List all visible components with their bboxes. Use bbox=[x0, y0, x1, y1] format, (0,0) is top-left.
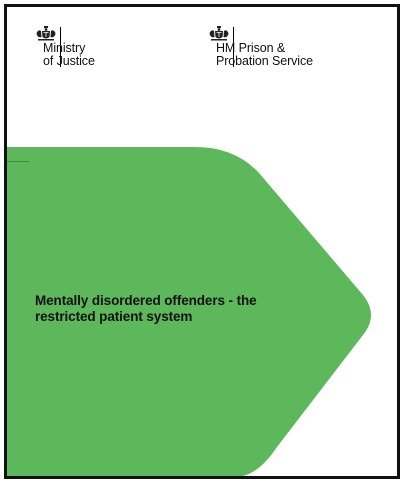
panel-edge-mark bbox=[7, 161, 29, 162]
royal-crest-icon bbox=[36, 26, 56, 41]
title-line-1: Mentally disordered offenders - the bbox=[35, 293, 257, 308]
moj-logo-text: Ministry of Justice bbox=[43, 42, 95, 68]
logo-divider bbox=[233, 27, 234, 67]
green-chevron-panel bbox=[7, 147, 371, 476]
logo-divider bbox=[60, 27, 61, 67]
moj-logo-mark bbox=[35, 25, 61, 67]
hmpps-line-1: HM Prison & bbox=[216, 41, 286, 55]
title-line-2: restricted patient system bbox=[35, 309, 193, 324]
moj-line-2: of Justice bbox=[43, 54, 95, 68]
moj-line-1: Ministry bbox=[43, 41, 86, 55]
hmpps-logo-text: HM Prison & Probation Service bbox=[216, 42, 313, 68]
document-cover: Ministry of Justice HM Prison & Probat bbox=[4, 4, 400, 479]
royal-crest-icon bbox=[209, 26, 229, 41]
hmpps-logo: HM Prison & Probation Service bbox=[208, 25, 313, 68]
moj-logo: Ministry of Justice bbox=[35, 25, 95, 68]
hmpps-line-2: Probation Service bbox=[216, 54, 313, 68]
hmpps-logo-mark bbox=[208, 25, 234, 67]
document-title: Mentally disordered offenders - the rest… bbox=[35, 293, 365, 325]
